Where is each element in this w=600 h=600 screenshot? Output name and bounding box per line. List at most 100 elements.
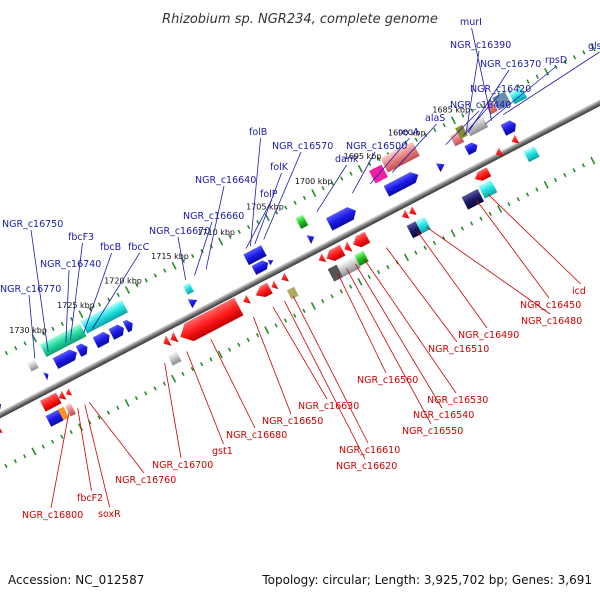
- tick-mark: [293, 313, 297, 318]
- tick-mark: [488, 211, 492, 217]
- tick-mark: [367, 274, 371, 280]
- tick-mark: [218, 237, 224, 246]
- leader-line: [177, 236, 187, 281]
- leader-line: [369, 137, 410, 185]
- minus-gene-label: gst1: [212, 446, 233, 457]
- plus-gene-label: fbcB: [100, 242, 121, 253]
- leader-line: [92, 252, 140, 329]
- leader-line: [476, 200, 550, 299]
- tick-mark: [450, 116, 457, 125]
- gene-arrow-red: [163, 335, 172, 347]
- plus-gene-label: NGR_c16370: [480, 59, 541, 70]
- leader-line: [292, 295, 369, 444]
- plus-gene-label: NGR_c16570: [272, 141, 333, 152]
- plus-gene-label: glsA: [588, 41, 600, 52]
- tick-mark: [442, 123, 446, 128]
- gene-box-cyan: [80, 299, 129, 334]
- page-title: Rhizobium sp. NGR234, complete genome: [162, 12, 438, 27]
- tick-mark: [348, 284, 353, 289]
- plus-gene-label: NGR_c16440: [450, 100, 511, 111]
- plus-gene-label: NGR_c16640: [195, 175, 256, 186]
- tick-mark: [423, 132, 428, 138]
- gene-box-cyan: [415, 216, 431, 234]
- tick-mark: [563, 59, 567, 65]
- minus-gene-label: NGR_c16760: [115, 475, 176, 486]
- gene-arrow-blue: [43, 372, 49, 381]
- tick-mark: [479, 103, 484, 108]
- leader-line: [69, 242, 83, 341]
- tick-mark: [572, 55, 577, 60]
- leader-line: [352, 151, 376, 194]
- gene-arrow-red: [58, 390, 67, 400]
- leader-line: [488, 194, 581, 285]
- tick-mark: [563, 172, 567, 178]
- tick-mark: [256, 219, 260, 225]
- leader-line: [194, 221, 213, 276]
- gene-arrow-blue: [306, 235, 315, 244]
- tick-mark: [470, 221, 474, 226]
- gene-arrow-blue: [187, 299, 198, 309]
- leader-line: [392, 123, 437, 173]
- leader-line: [50, 412, 70, 509]
- minus-gene-label: NGR_c16680: [226, 430, 287, 441]
- gene-arrow-red: [180, 297, 244, 342]
- plus-gene-label: folK: [270, 162, 289, 173]
- kbp-label: 1690 kbp: [388, 129, 426, 138]
- tick-mark: [330, 181, 335, 186]
- minus-gene-label: NGR_c16480: [521, 316, 582, 327]
- leader-line: [417, 231, 488, 329]
- gene-arrow-blue: [251, 260, 269, 275]
- tick-mark: [526, 79, 530, 84]
- leader-line: [272, 306, 328, 400]
- tick-mark: [376, 269, 381, 275]
- gene-arrow-red: [344, 241, 353, 252]
- tick-mark: [582, 50, 586, 55]
- leader-line: [252, 316, 292, 415]
- tick-mark: [264, 326, 270, 335]
- kbp-scale-labels: 1685 kbp 1690 kbp 1695 kbp 1700 kbp 1705 kbp…: [9, 106, 470, 335]
- gene-arrow-red: [0, 423, 3, 433]
- gene-arrow-red: [271, 280, 279, 290]
- tick-mark: [237, 342, 241, 347]
- tick-mark: [581, 163, 586, 168]
- tick-mark: [403, 253, 410, 262]
- tick-mark: [357, 164, 363, 173]
- gene-arrow-blue: [383, 172, 419, 197]
- gene-box-teal: [39, 323, 87, 357]
- tick-mark: [4, 350, 9, 356]
- tick-mark: [293, 200, 297, 205]
- tick-mark: [479, 216, 483, 221]
- leader-line: [284, 300, 366, 460]
- minus-gene-label: NGR_c16620: [336, 461, 397, 472]
- tick-mark: [88, 307, 92, 312]
- minus-gene-label: NGR_c16540: [413, 410, 474, 421]
- tick-mark: [200, 249, 204, 254]
- tick-mark: [544, 67, 550, 76]
- tick-mark: [246, 337, 250, 343]
- leader-line: [83, 252, 112, 334]
- gene-arrow-red: [243, 294, 251, 304]
- leader-line: [502, 51, 600, 116]
- kbp-label: 1720 kbp: [104, 277, 142, 286]
- central-axis: [0, 89, 600, 437]
- plus-gene-label: NGR_c16740: [40, 259, 101, 270]
- tick-mark: [69, 429, 73, 435]
- gene-box-cyan: [523, 145, 540, 163]
- tick-mark: [144, 278, 148, 283]
- tick-mark: [116, 292, 120, 298]
- leader-line: [471, 27, 493, 121]
- tick-mark: [199, 362, 204, 367]
- tick-mark: [507, 202, 511, 207]
- tick-mark: [517, 84, 521, 89]
- tick-mark: [23, 341, 27, 346]
- kbp-label: 1715 kbp: [151, 252, 189, 261]
- tick-mark: [181, 258, 186, 264]
- leader-line: [186, 351, 224, 445]
- plus-gene-label: NGR_c16750: [2, 219, 63, 230]
- plus-gene-label: folB: [249, 127, 267, 138]
- tick-mark: [246, 224, 251, 230]
- gene-box-pink: [65, 403, 77, 417]
- gene-box-pink: [380, 141, 420, 173]
- plus-gene-label: dank: [335, 154, 359, 165]
